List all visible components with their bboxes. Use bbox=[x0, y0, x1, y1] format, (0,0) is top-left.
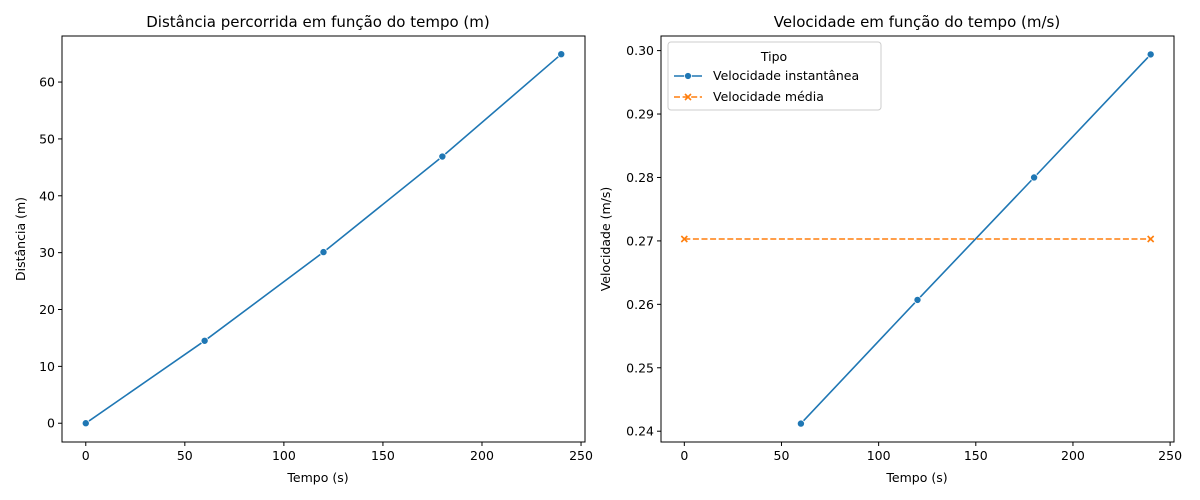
legend-title: Tipo bbox=[760, 49, 787, 64]
y-axis-label: Distância (m) bbox=[13, 197, 28, 281]
data-point bbox=[796, 419, 805, 428]
data-point bbox=[81, 419, 90, 428]
legend: Tipo Velocidade instantânea Velocidade m… bbox=[667, 41, 882, 111]
legend-entry: Velocidade instantânea bbox=[674, 68, 859, 83]
legend-label: Velocidade média bbox=[713, 89, 824, 104]
x-tick-label: 200 bbox=[470, 448, 494, 463]
x-tick-label: 0 bbox=[680, 448, 688, 463]
y-tick-label: 0.27 bbox=[626, 233, 654, 248]
legend-swatch-marker bbox=[684, 93, 692, 101]
y-tick-label: 0 bbox=[47, 416, 55, 431]
y-tick-label: 50 bbox=[39, 131, 55, 146]
legend-label: Velocidade instantânea bbox=[713, 68, 859, 83]
chart-title: Distância percorrida em função do tempo … bbox=[146, 13, 489, 31]
x-tick-label: 50 bbox=[774, 448, 790, 463]
data-point bbox=[1146, 50, 1155, 59]
x-tick-label: 100 bbox=[867, 448, 891, 463]
series-line bbox=[800, 53, 1152, 425]
y-tick-label: 0.26 bbox=[626, 297, 654, 312]
distance-chart: Distância percorrida em função do tempo … bbox=[13, 13, 593, 485]
plot-area: 0 50 100 150 200 250 0 10 20 30 40 50 60 bbox=[39, 35, 593, 463]
chart-title: Velocidade em função do tempo (m/s) bbox=[774, 13, 1060, 31]
data-point bbox=[1030, 173, 1039, 182]
plot-area: 0 50 100 150 200 250 0.24 0.25 0.26 0.27 0.28 0.29 0… bbox=[626, 35, 1182, 463]
data-point bbox=[319, 248, 328, 257]
legend-frame bbox=[667, 41, 882, 111]
legend-entry: Velocidade média bbox=[674, 89, 824, 104]
y-tick-label: 20 bbox=[39, 302, 55, 317]
x-tick-label: 200 bbox=[1061, 448, 1085, 463]
x-axis-label: Tempo (s) bbox=[286, 470, 348, 485]
y-tick-label: 0.25 bbox=[626, 360, 654, 375]
x-tick-label: 250 bbox=[1158, 448, 1182, 463]
data-point bbox=[913, 295, 922, 304]
y-tick-label: 10 bbox=[39, 359, 55, 374]
x-tick-label: 150 bbox=[371, 448, 395, 463]
x-tick-label: 0 bbox=[82, 448, 90, 463]
data-point bbox=[680, 235, 688, 243]
y-tick-label: 0.30 bbox=[626, 43, 654, 58]
x-axis-label: Tempo (s) bbox=[885, 470, 947, 485]
y-axis-label: Velocidade (m/s) bbox=[598, 187, 613, 292]
y-tick-label: 60 bbox=[39, 75, 55, 90]
y-tick-label: 0.28 bbox=[626, 170, 654, 185]
x-tick-label: 100 bbox=[272, 448, 296, 463]
x-tick-label: 150 bbox=[964, 448, 988, 463]
axes-frame bbox=[660, 35, 1175, 443]
x-tick-label: 50 bbox=[177, 448, 193, 463]
x-tick-label: 250 bbox=[569, 448, 593, 463]
axes-frame bbox=[61, 35, 586, 443]
data-point bbox=[557, 50, 566, 59]
data-point bbox=[1147, 235, 1155, 243]
y-tick-label: 0.24 bbox=[626, 424, 654, 439]
y-tick-label: 30 bbox=[39, 245, 55, 260]
velocity-chart: Velocidade em função do tempo (m/s) 0 50 1… bbox=[598, 13, 1182, 485]
data-point bbox=[200, 336, 209, 345]
series-line bbox=[85, 53, 562, 424]
y-tick-label: 40 bbox=[39, 188, 55, 203]
legend-swatch-marker bbox=[684, 72, 692, 80]
data-point bbox=[438, 152, 447, 161]
y-tick-label: 0.29 bbox=[626, 107, 654, 122]
